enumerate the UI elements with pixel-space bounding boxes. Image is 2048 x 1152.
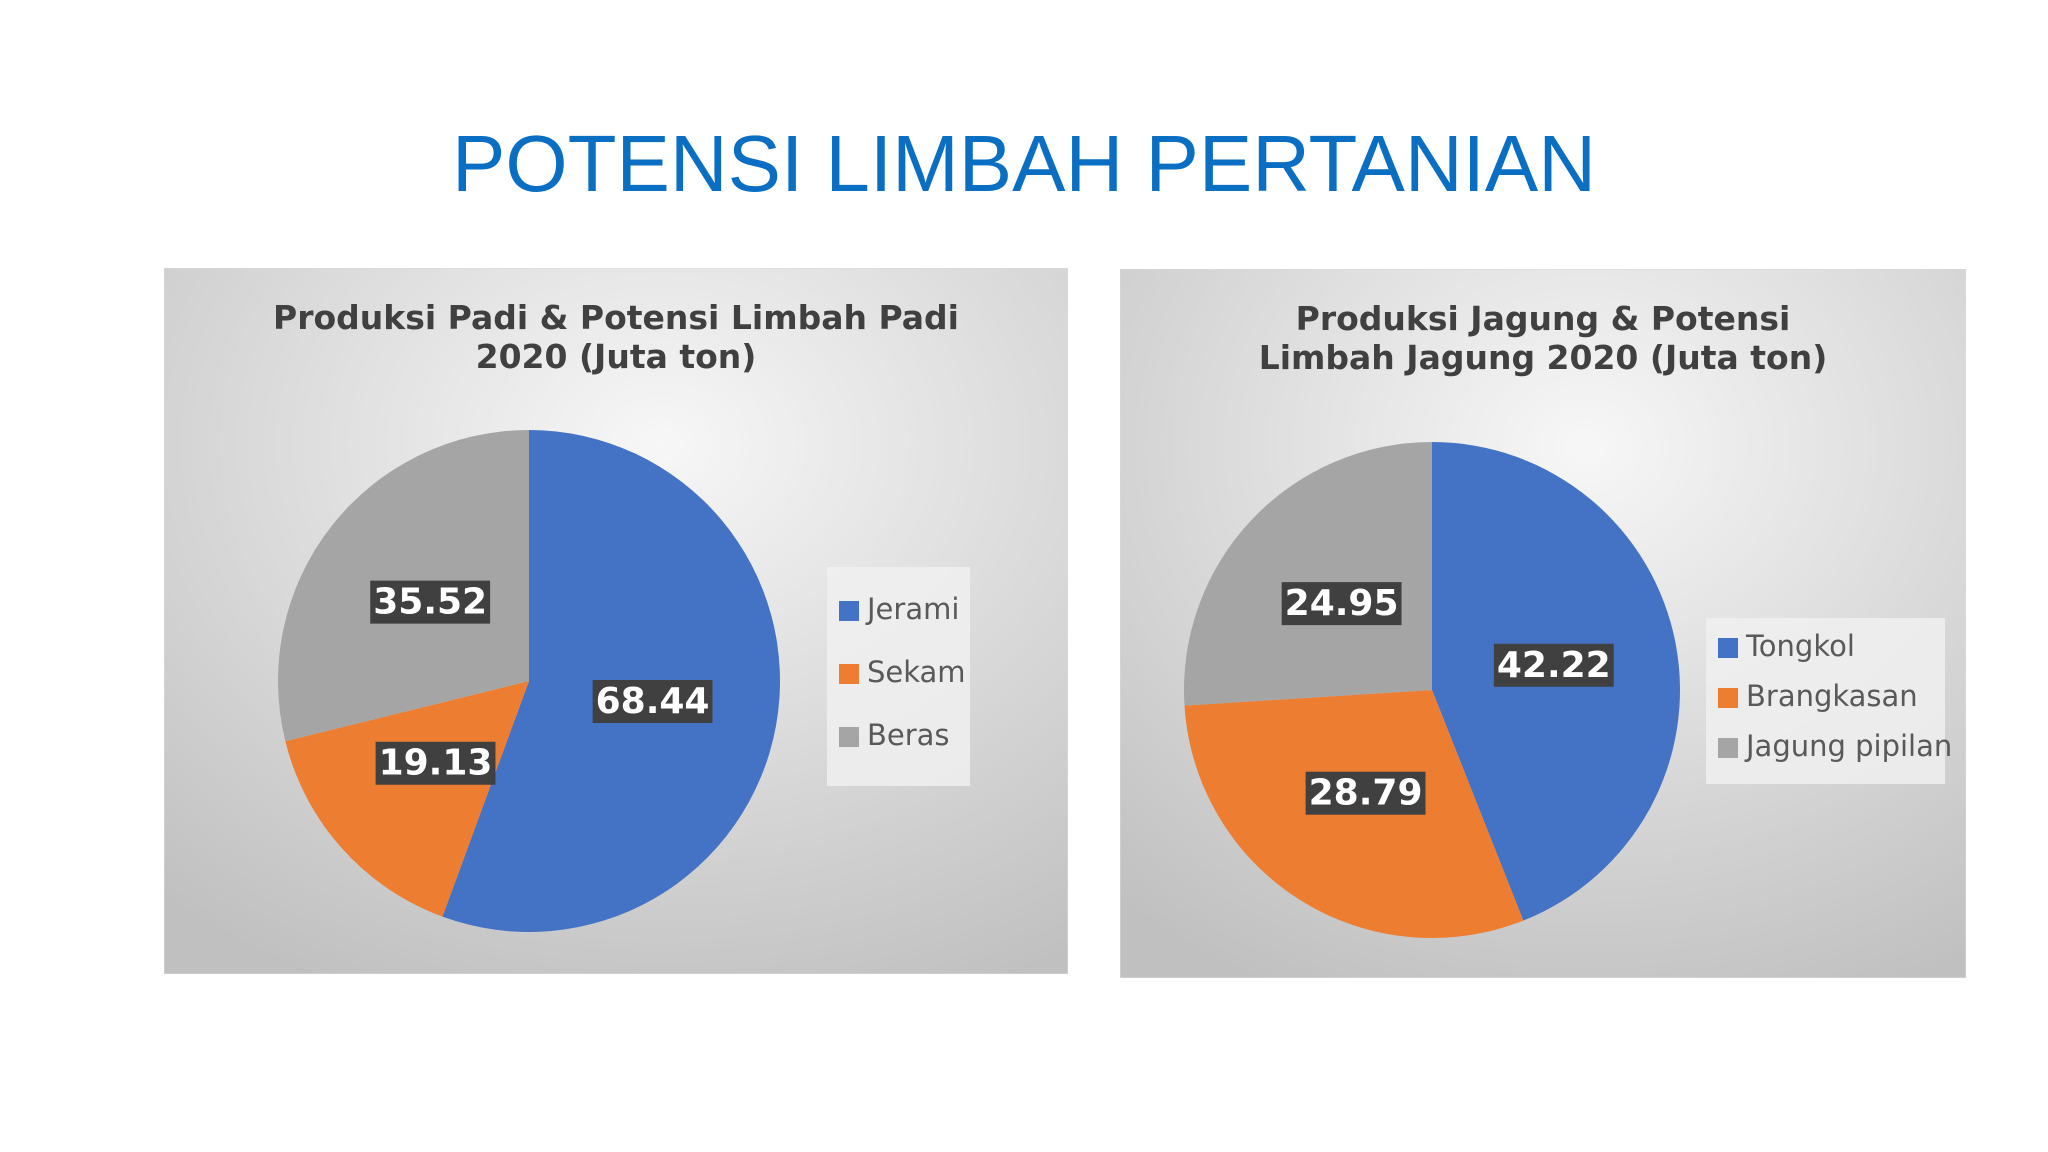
data-label: 24.95 xyxy=(1285,583,1399,624)
data-label: 19.13 xyxy=(379,743,493,784)
data-label-background xyxy=(375,741,496,785)
legend-label: Jagung pipilan xyxy=(1744,729,1952,763)
legend-label: Sekam xyxy=(867,655,966,689)
legend-swatch xyxy=(1718,638,1738,658)
legend-swatch xyxy=(1718,738,1738,758)
data-label: 35.52 xyxy=(373,582,487,623)
legend-label: Jerami xyxy=(865,592,959,626)
data-label-background xyxy=(1281,582,1402,626)
legend-swatch xyxy=(1718,688,1738,708)
data-label-background xyxy=(1493,643,1614,687)
data-label-background xyxy=(1305,771,1426,815)
legend-label: Brangkasan xyxy=(1746,679,1918,713)
chart-area: 68.44 19.13 35.52 Jerami Sekam Beras xyxy=(164,268,1068,974)
chart-area: 42.22 28.79 24.95 Tongkol Brangkasan Jagung p… xyxy=(1120,269,1966,978)
chart: 42.22 28.79 24.95 Tongkol Brangkasan Jagung p… xyxy=(1120,269,1966,978)
chart-title: Produksi Jagung & Potensi Limbah Jagung … xyxy=(1258,299,1828,377)
chart: 68.44 19.13 35.52 Jerami Sekam Beras Produksi … xyxy=(164,268,1068,974)
slide-title: POTENSI LIMBAH PERTANIAN xyxy=(452,119,1596,208)
chart-title: Produksi Padi & Potensi Limbah Padi 2020… xyxy=(273,298,959,376)
data-label-background xyxy=(592,679,713,723)
data-label: 28.79 xyxy=(1309,773,1423,814)
legend-swatch xyxy=(839,727,859,747)
pie-slice xyxy=(285,681,529,917)
legend-label: Beras xyxy=(867,718,950,752)
data-label: 42.22 xyxy=(1497,645,1611,686)
data-label: 68.44 xyxy=(596,681,710,722)
legend-label: Tongkol xyxy=(1745,629,1855,663)
data-label-background xyxy=(370,580,491,624)
legend-swatch xyxy=(839,601,859,621)
legend-swatch xyxy=(839,664,859,684)
legend-background xyxy=(1706,618,1945,784)
pie-slice xyxy=(1184,442,1432,706)
